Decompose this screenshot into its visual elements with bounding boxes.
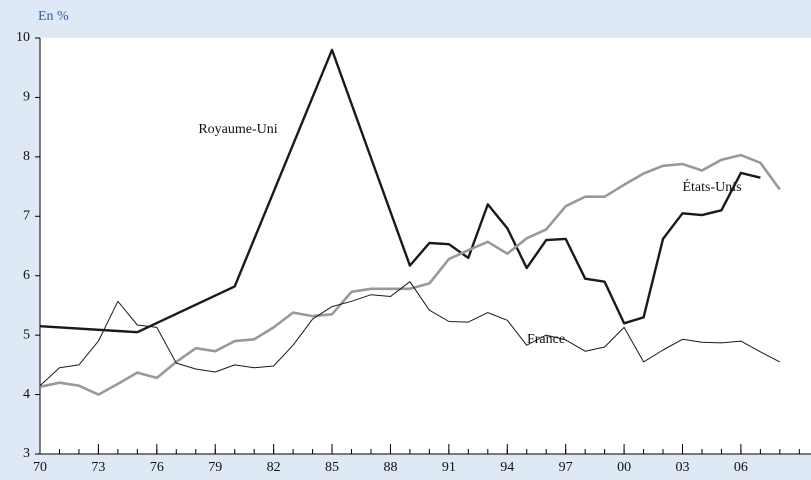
y-axis-label: En % [38, 9, 69, 24]
y-tick-label: 5 [23, 327, 30, 342]
x-tick-label: 88 [383, 460, 397, 475]
y-tick-label: 10 [16, 30, 30, 45]
series-line [39, 281, 781, 387]
x-tick-label: 79 [208, 460, 222, 475]
y-tick-label: 9 [23, 90, 30, 105]
series-line [39, 153, 781, 396]
x-tick-label: 73 [91, 460, 105, 475]
x-tick-label: 97 [559, 460, 573, 475]
series-label: Royaume-Uni [198, 122, 277, 137]
x-tick-label: 03 [676, 460, 690, 475]
y-tick-label: 7 [23, 209, 30, 224]
y-tick-label: 3 [23, 446, 30, 461]
x-tick-label: 70 [33, 460, 47, 475]
series-label: États-Unis [682, 178, 741, 195]
series-label: France [527, 332, 565, 347]
x-tick-label: 06 [734, 460, 748, 475]
x-tick-label: 76 [150, 460, 164, 475]
x-tick-label: 82 [267, 460, 281, 475]
x-tick-label: 00 [617, 460, 631, 475]
y-tick-label: 8 [23, 149, 30, 164]
y-tick-label: 6 [23, 268, 30, 283]
x-tick-label: 94 [500, 460, 514, 475]
x-tick-label: 91 [442, 460, 456, 475]
x-tick-label: 85 [325, 460, 339, 475]
series-line [39, 48, 761, 334]
y-tick-label: 4 [23, 387, 30, 402]
